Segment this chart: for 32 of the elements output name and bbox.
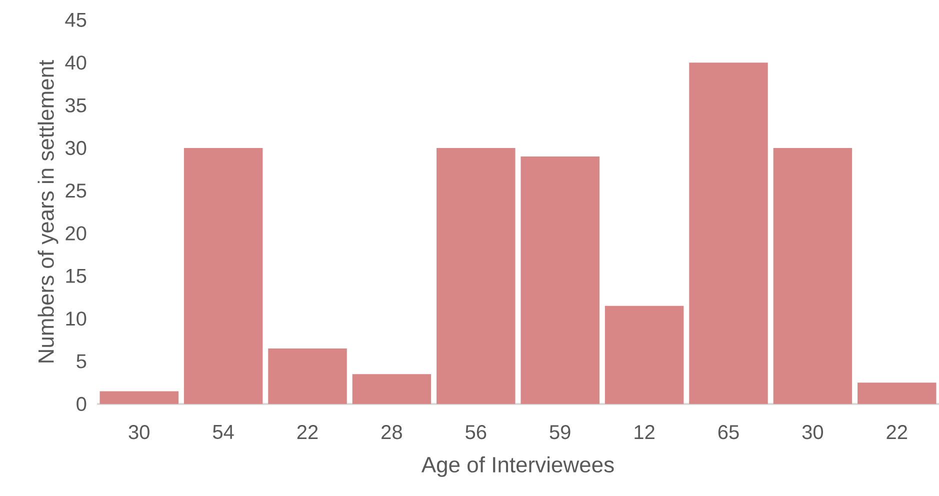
x-axis-title: Age of Interviewees	[421, 456, 614, 477]
y-tick-label: 20	[66, 226, 86, 240]
y-tick-label: 45	[65, 13, 86, 27]
x-tick-label: 30	[802, 425, 824, 440]
bar	[184, 148, 263, 404]
bar	[858, 382, 936, 404]
bar	[268, 348, 347, 404]
bar	[689, 62, 768, 404]
x-tick-label: 30	[128, 425, 150, 440]
y-tick-label: 10	[66, 312, 86, 326]
x-tick-label: 54	[212, 425, 234, 440]
x-tick-label: 12	[634, 425, 654, 440]
y-tick-label: 35	[65, 98, 86, 112]
y-tick-label: 5	[76, 354, 86, 368]
bar	[773, 148, 852, 404]
y-tick-label: 30	[65, 140, 86, 156]
x-tick-label: 22	[297, 425, 318, 440]
y-tick-label: 25	[66, 184, 86, 198]
bar	[604, 306, 684, 404]
bar	[100, 391, 178, 404]
x-tick-label: 22	[886, 425, 908, 440]
y-tick-label: 0	[76, 396, 86, 412]
x-tick-label: 65	[718, 425, 739, 440]
y-tick-label: 15	[66, 269, 86, 283]
bar	[436, 148, 516, 404]
y-axis-title: Numbers of years in settlement	[38, 60, 58, 362]
y-tick-label: 40	[65, 56, 86, 70]
x-tick-label: 28	[382, 425, 402, 440]
x-tick-label: 56	[466, 425, 486, 440]
x-tick-label: 59	[550, 425, 570, 440]
bar	[352, 374, 432, 404]
bar	[520, 156, 600, 404]
